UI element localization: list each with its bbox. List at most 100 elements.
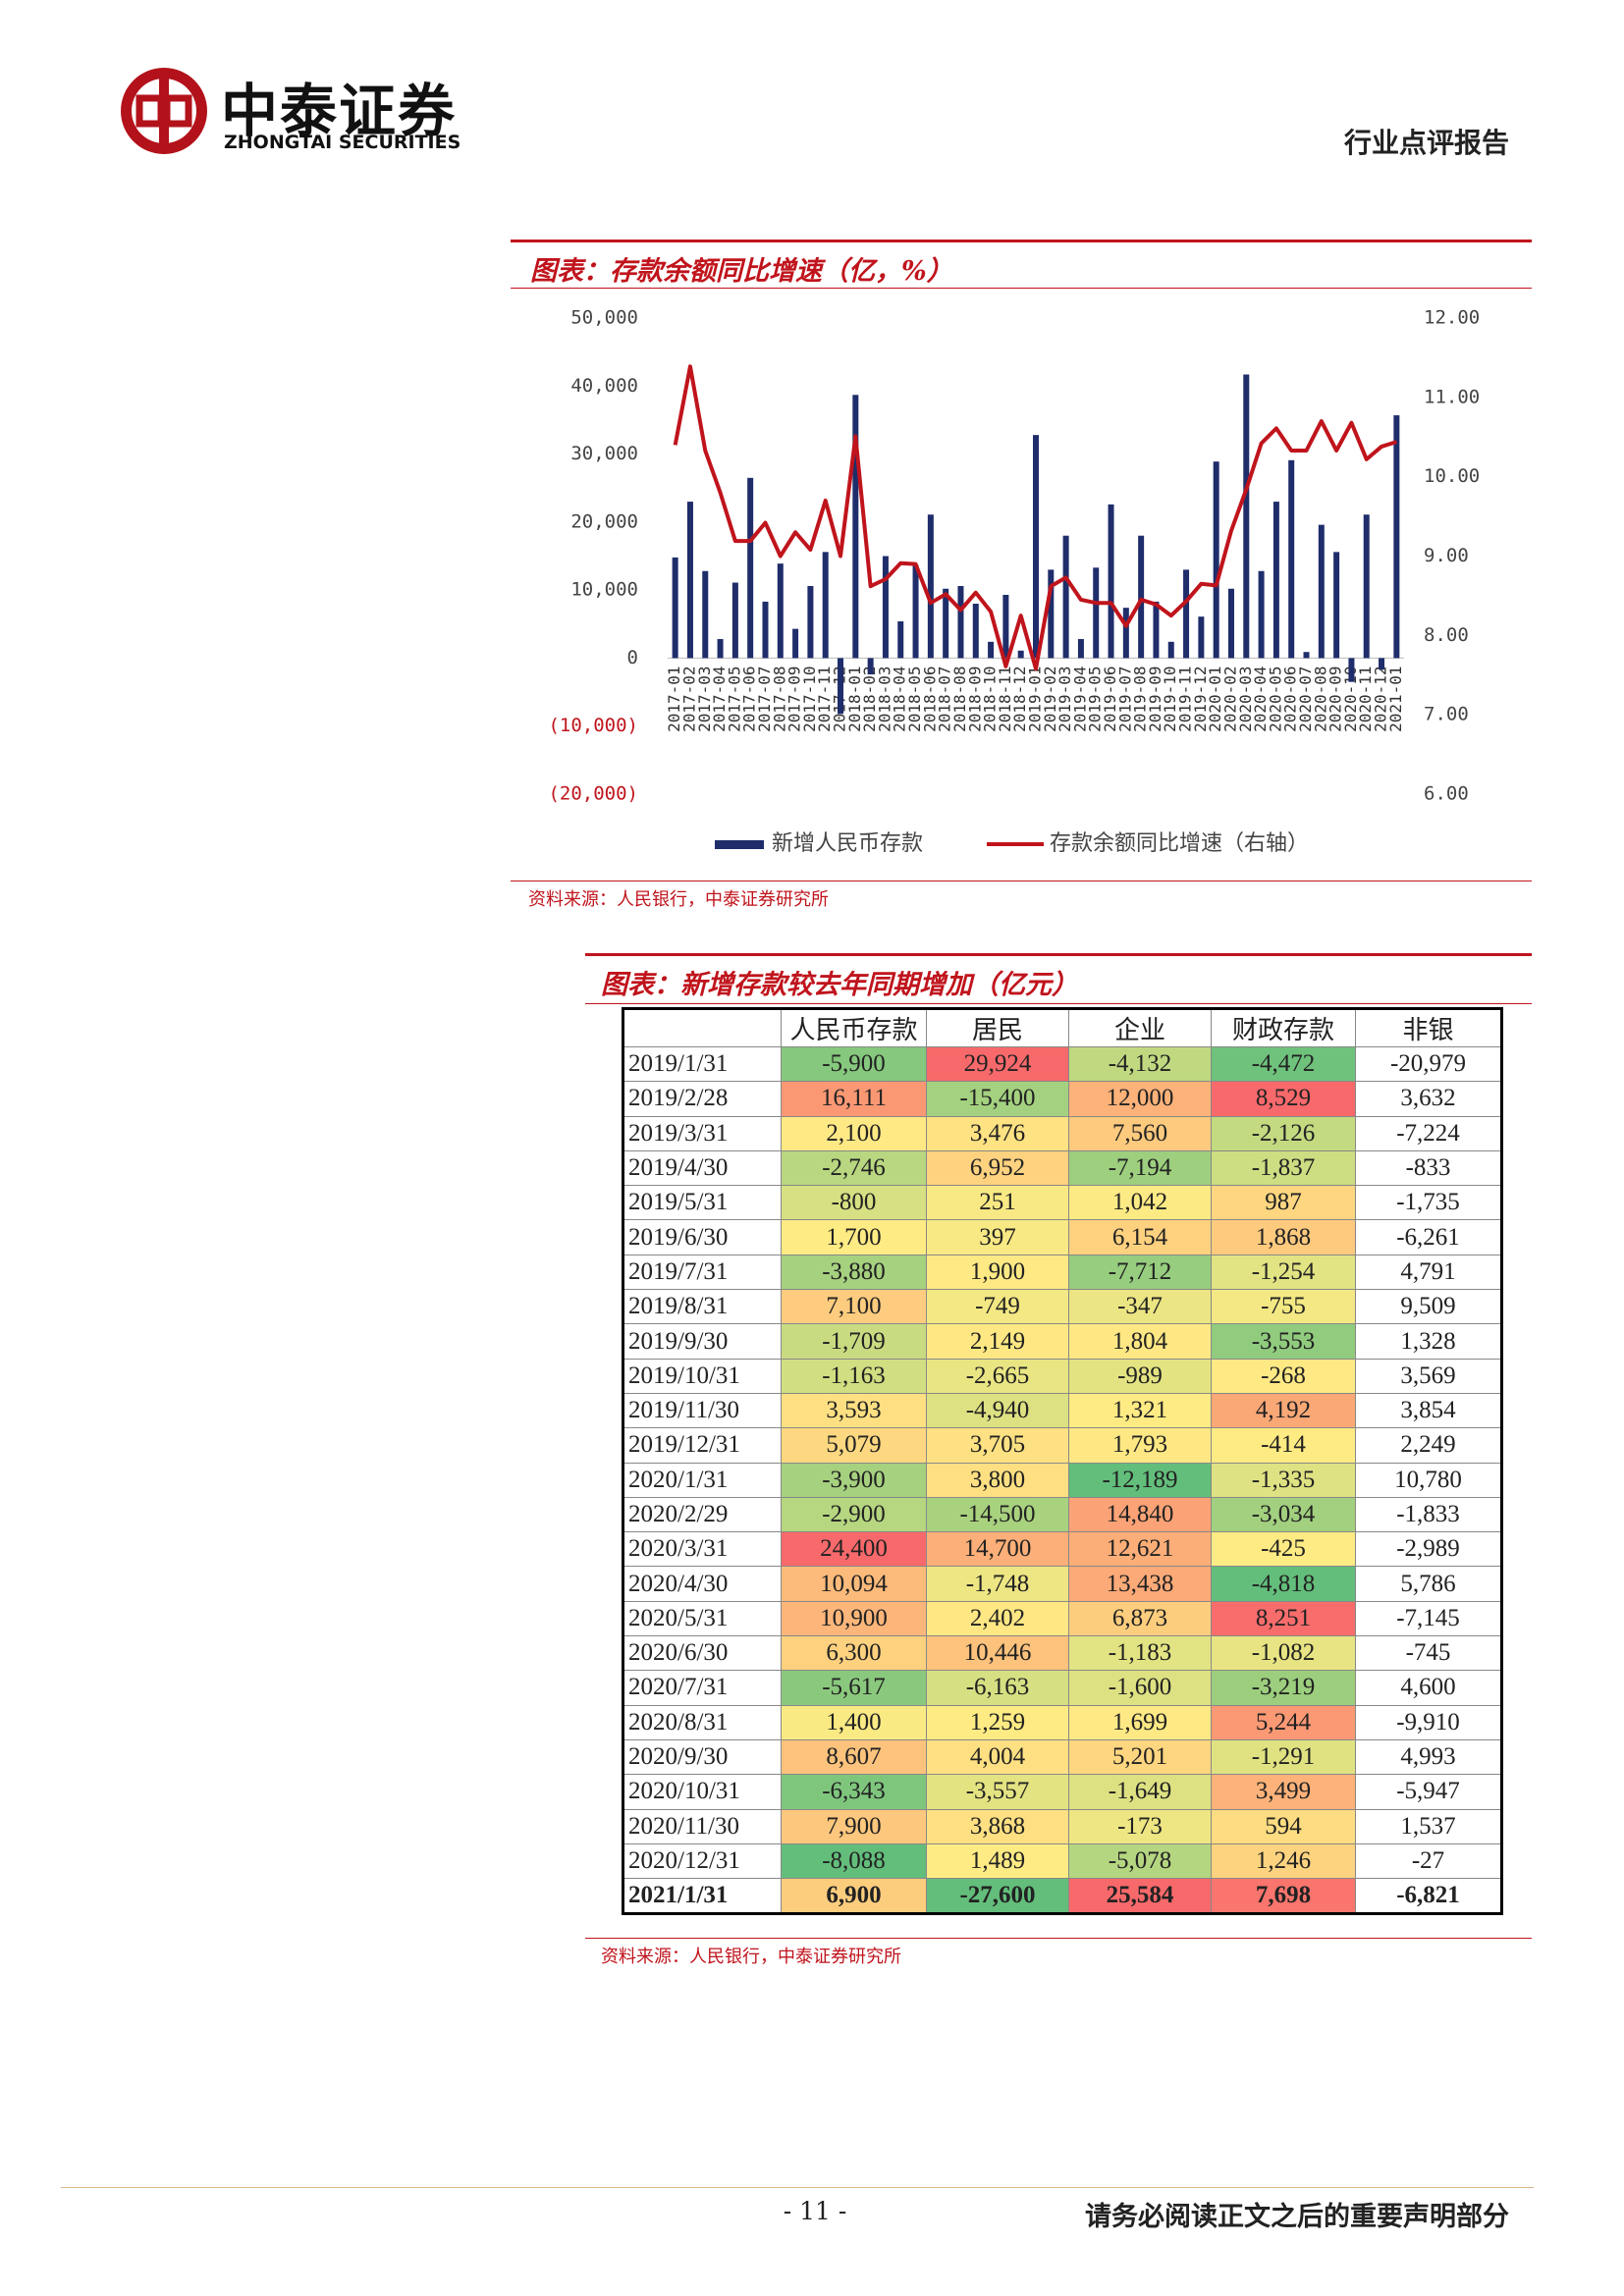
value-cell: -5,947: [1355, 1774, 1502, 1810]
value-cell: 14,840: [1068, 1496, 1212, 1533]
y-tick-label: 40,000: [570, 375, 638, 397]
bar: [731, 582, 738, 659]
value-cell: -3,553: [1211, 1323, 1356, 1360]
value-cell: -5,900: [781, 1045, 927, 1083]
x-tick-label: 2019-08: [1131, 666, 1150, 731]
report-type: 行业点评报告: [1343, 127, 1509, 159]
value-cell: 10,900: [781, 1600, 927, 1637]
date-cell: 2020/2/29: [623, 1496, 782, 1533]
value-cell: 12,000: [1068, 1081, 1212, 1117]
value-cell: -27,600: [926, 1878, 1069, 1915]
value-cell: -15,400: [926, 1081, 1069, 1117]
y2-tick-label: 9.00: [1424, 545, 1469, 566]
header-cell: 人民币存款: [781, 1008, 927, 1047]
bar: [912, 564, 919, 659]
value-cell: 2,100: [781, 1115, 927, 1151]
data-row: 2020/6/30 6,300 10,446 -1,183 -1,082 -745: [623, 1635, 1502, 1672]
bar: [1108, 504, 1114, 659]
bar: [972, 604, 979, 659]
value-cell: -1,735: [1355, 1185, 1502, 1221]
bar: [1093, 567, 1100, 659]
data-row: 2019/5/31 -800 251 1,042 987 -1,735: [623, 1185, 1502, 1221]
value-cell: 3,593: [781, 1392, 927, 1429]
x-tick-label: 2018-11: [996, 666, 1014, 731]
x-tick-label: 2018-03: [875, 666, 893, 731]
data-row: 2019/3/31 2,100 3,476 7,560 -2,126 -7,224: [623, 1115, 1502, 1151]
x-tick-label: 2018-02: [860, 666, 879, 731]
value-cell: -1,183: [1068, 1635, 1212, 1672]
value-cell: -2,989: [1355, 1531, 1502, 1568]
bar: [957, 585, 964, 659]
x-tick-label: 2017-03: [695, 666, 714, 731]
value-cell: 1,321: [1068, 1392, 1212, 1429]
data-row: 2019/4/30 -2,746 6,952 -7,194 -1,837 -833: [623, 1149, 1502, 1187]
x-tick-label: 2020-11: [1356, 666, 1375, 731]
y-tick-label: (10,000): [548, 715, 638, 736]
value-cell: 14,700: [926, 1531, 1069, 1568]
value-cell: -3,880: [781, 1254, 927, 1291]
bar: [1062, 535, 1069, 659]
date-cell: 2020/9/30: [623, 1738, 782, 1776]
date-cell: 2019/2/28: [623, 1081, 782, 1117]
value-cell: -6,343: [781, 1774, 927, 1810]
value-cell: 1,042: [1068, 1185, 1212, 1221]
bar: [1017, 650, 1024, 659]
x-tick-label: 2019-01: [1026, 666, 1045, 731]
value-cell: 3,705: [926, 1427, 1069, 1464]
value-cell: -2,126: [1211, 1115, 1356, 1151]
bar: [897, 621, 904, 659]
x-tick-label: 2017-10: [800, 666, 819, 731]
value-cell: -745: [1355, 1635, 1502, 1672]
chart: 50,000 40,000 30,000 20,000 10,000 0 (10,000) (…: [548, 307, 1480, 857]
date-cell: 2020/3/31: [623, 1531, 782, 1568]
x-tick-label: 2018-09: [965, 666, 984, 731]
bar: [1303, 652, 1310, 659]
data-row: 2019/2/28 16,111 -15,400 12,000 8,529 3,632: [623, 1081, 1502, 1117]
value-cell: -4,132: [1068, 1045, 1212, 1083]
bar: [1288, 459, 1295, 659]
value-cell: 4,004: [926, 1738, 1069, 1776]
value-cell: -2,746: [781, 1149, 927, 1187]
value-cell: 3,854: [1355, 1392, 1502, 1429]
value-cell: 9,509: [1355, 1289, 1502, 1325]
date-cell: 2020/7/31: [623, 1670, 782, 1706]
x-tick-label: 2019-11: [1176, 666, 1195, 731]
source: 资料来源：人民银行，中泰证券研究所: [601, 1947, 901, 1967]
data-row: 2020/2/29 -2,900 -14,500 14,840 -3,034 -1,833: [623, 1496, 1502, 1533]
x-tick-label: 2020-09: [1326, 666, 1345, 731]
value-cell: -173: [1068, 1808, 1212, 1844]
x-tick-label: 2017-07: [755, 666, 774, 731]
value-cell: 13,438: [1068, 1566, 1212, 1602]
date-cell: 2020/8/31: [623, 1704, 782, 1740]
bar: [1272, 502, 1279, 659]
value-cell: -20,979: [1355, 1045, 1502, 1083]
value-cell: -1,837: [1211, 1149, 1356, 1187]
value-cell: -1,082: [1211, 1635, 1356, 1672]
value-cell: -7,194: [1068, 1149, 1212, 1187]
value-cell: -12,189: [1068, 1462, 1212, 1498]
value-cell: 6,900: [781, 1878, 927, 1915]
x-tick-label: 2018-12: [1010, 666, 1029, 731]
x-tick-label: 2017-06: [740, 666, 759, 731]
bar: [1033, 435, 1039, 659]
value-cell: 1,259: [926, 1704, 1069, 1740]
value-cell: -268: [1211, 1358, 1356, 1394]
value-cell: -833: [1355, 1149, 1502, 1187]
company-name-en: ZHONGTAI SECURITIES: [224, 132, 461, 153]
data-row: 2020/11/30 7,900 3,868 -173 594 1,537: [623, 1808, 1502, 1844]
value-cell: 1,868: [1211, 1219, 1356, 1255]
bar: [1393, 415, 1400, 659]
header-cell: [623, 1008, 782, 1047]
bar: [762, 601, 769, 659]
value-cell: 987: [1211, 1185, 1356, 1221]
x-tick-label: 2020-07: [1296, 666, 1315, 731]
date-cell: 2020/11/30: [623, 1808, 782, 1844]
value-cell: 7,900: [781, 1808, 927, 1844]
date-cell: 2021/1/31: [623, 1878, 782, 1915]
bar: [686, 502, 693, 659]
y2-tick-label: 8.00: [1424, 624, 1469, 646]
value-cell: 4,192: [1211, 1392, 1356, 1429]
footer-rule: [61, 2187, 1534, 2188]
rule: [585, 953, 1532, 956]
